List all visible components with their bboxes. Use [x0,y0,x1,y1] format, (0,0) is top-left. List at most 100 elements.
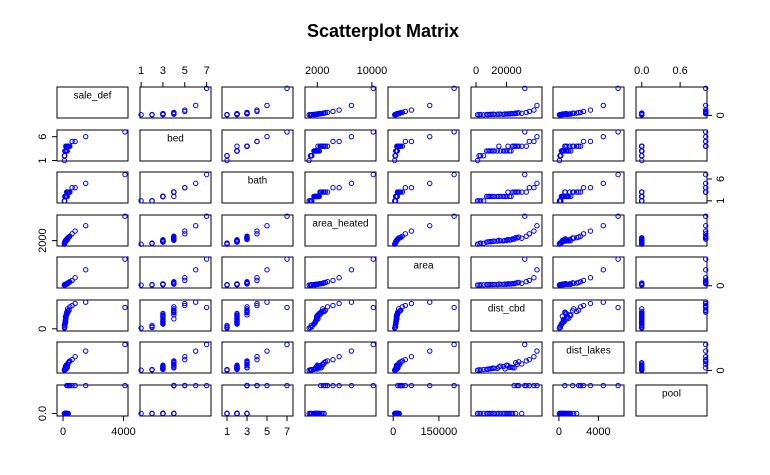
point [171,189,177,195]
point [451,171,457,178]
point [496,143,502,149]
point [160,193,166,200]
point [324,358,331,364]
point [639,148,645,154]
point [534,180,540,187]
point [562,382,568,389]
panel-frame [470,299,543,332]
point [316,310,323,317]
point [639,281,645,288]
point [402,138,409,145]
point [566,315,572,321]
point [639,237,645,243]
point [639,366,645,372]
panel-frame [387,341,460,374]
point [138,410,144,417]
point [639,320,645,326]
point [224,157,230,164]
point [587,228,594,234]
point [408,138,415,145]
x-tick-label: 0.6 [672,65,687,77]
point [306,367,312,373]
point [244,361,250,368]
point [160,111,166,118]
point [336,275,342,281]
point [65,382,71,389]
point [703,341,709,348]
panel-frame [221,171,294,204]
point [600,133,606,140]
point [312,193,318,200]
point [561,148,568,154]
point [561,410,568,417]
panel-frame [387,86,460,119]
point [67,358,73,364]
point [203,171,210,178]
point [399,382,406,389]
panel-frame [387,129,460,162]
point [639,143,645,149]
point [306,282,312,288]
point [160,281,166,288]
point [244,109,250,116]
point [427,348,433,354]
point [580,138,587,145]
point [306,198,312,204]
point [336,300,342,307]
point [577,233,584,239]
variable-label: bed [167,134,184,145]
point [474,367,481,373]
point [575,382,582,389]
point [149,198,155,204]
point [182,275,188,281]
point [402,185,409,191]
point [502,281,508,287]
point [451,304,457,311]
point [487,281,493,288]
point [122,341,128,348]
point [324,382,331,389]
variable-label: dist_lakes [566,346,610,357]
point [559,410,566,417]
point [122,129,128,135]
point [149,324,155,331]
panel-frame [304,214,377,247]
point [408,353,415,360]
point [392,325,398,331]
point [474,282,481,288]
point [639,198,645,204]
point [193,299,199,305]
point [171,358,177,364]
x-tick-label: 5 [264,426,270,438]
point [312,148,318,154]
y-tick-label: 2000 [37,228,49,252]
point [322,382,329,389]
variable-label: sale_def [74,91,112,102]
point [703,228,709,234]
point [224,367,230,373]
point [523,109,530,116]
point [490,111,496,117]
point [122,382,128,389]
point [600,102,606,109]
point [306,112,312,118]
point [534,382,540,389]
point [234,313,240,319]
point [508,110,514,117]
point [224,153,230,159]
panel-frame [635,86,708,119]
point [490,193,496,200]
point [483,148,490,154]
point [320,361,327,368]
point [483,239,490,245]
point [505,362,511,369]
point [570,382,576,389]
point [563,410,570,417]
point [514,189,520,195]
point [703,304,709,310]
point [393,366,399,372]
point [244,304,250,310]
y-tick-label: 0.0 [37,406,49,421]
point [561,281,568,288]
point [254,382,260,389]
